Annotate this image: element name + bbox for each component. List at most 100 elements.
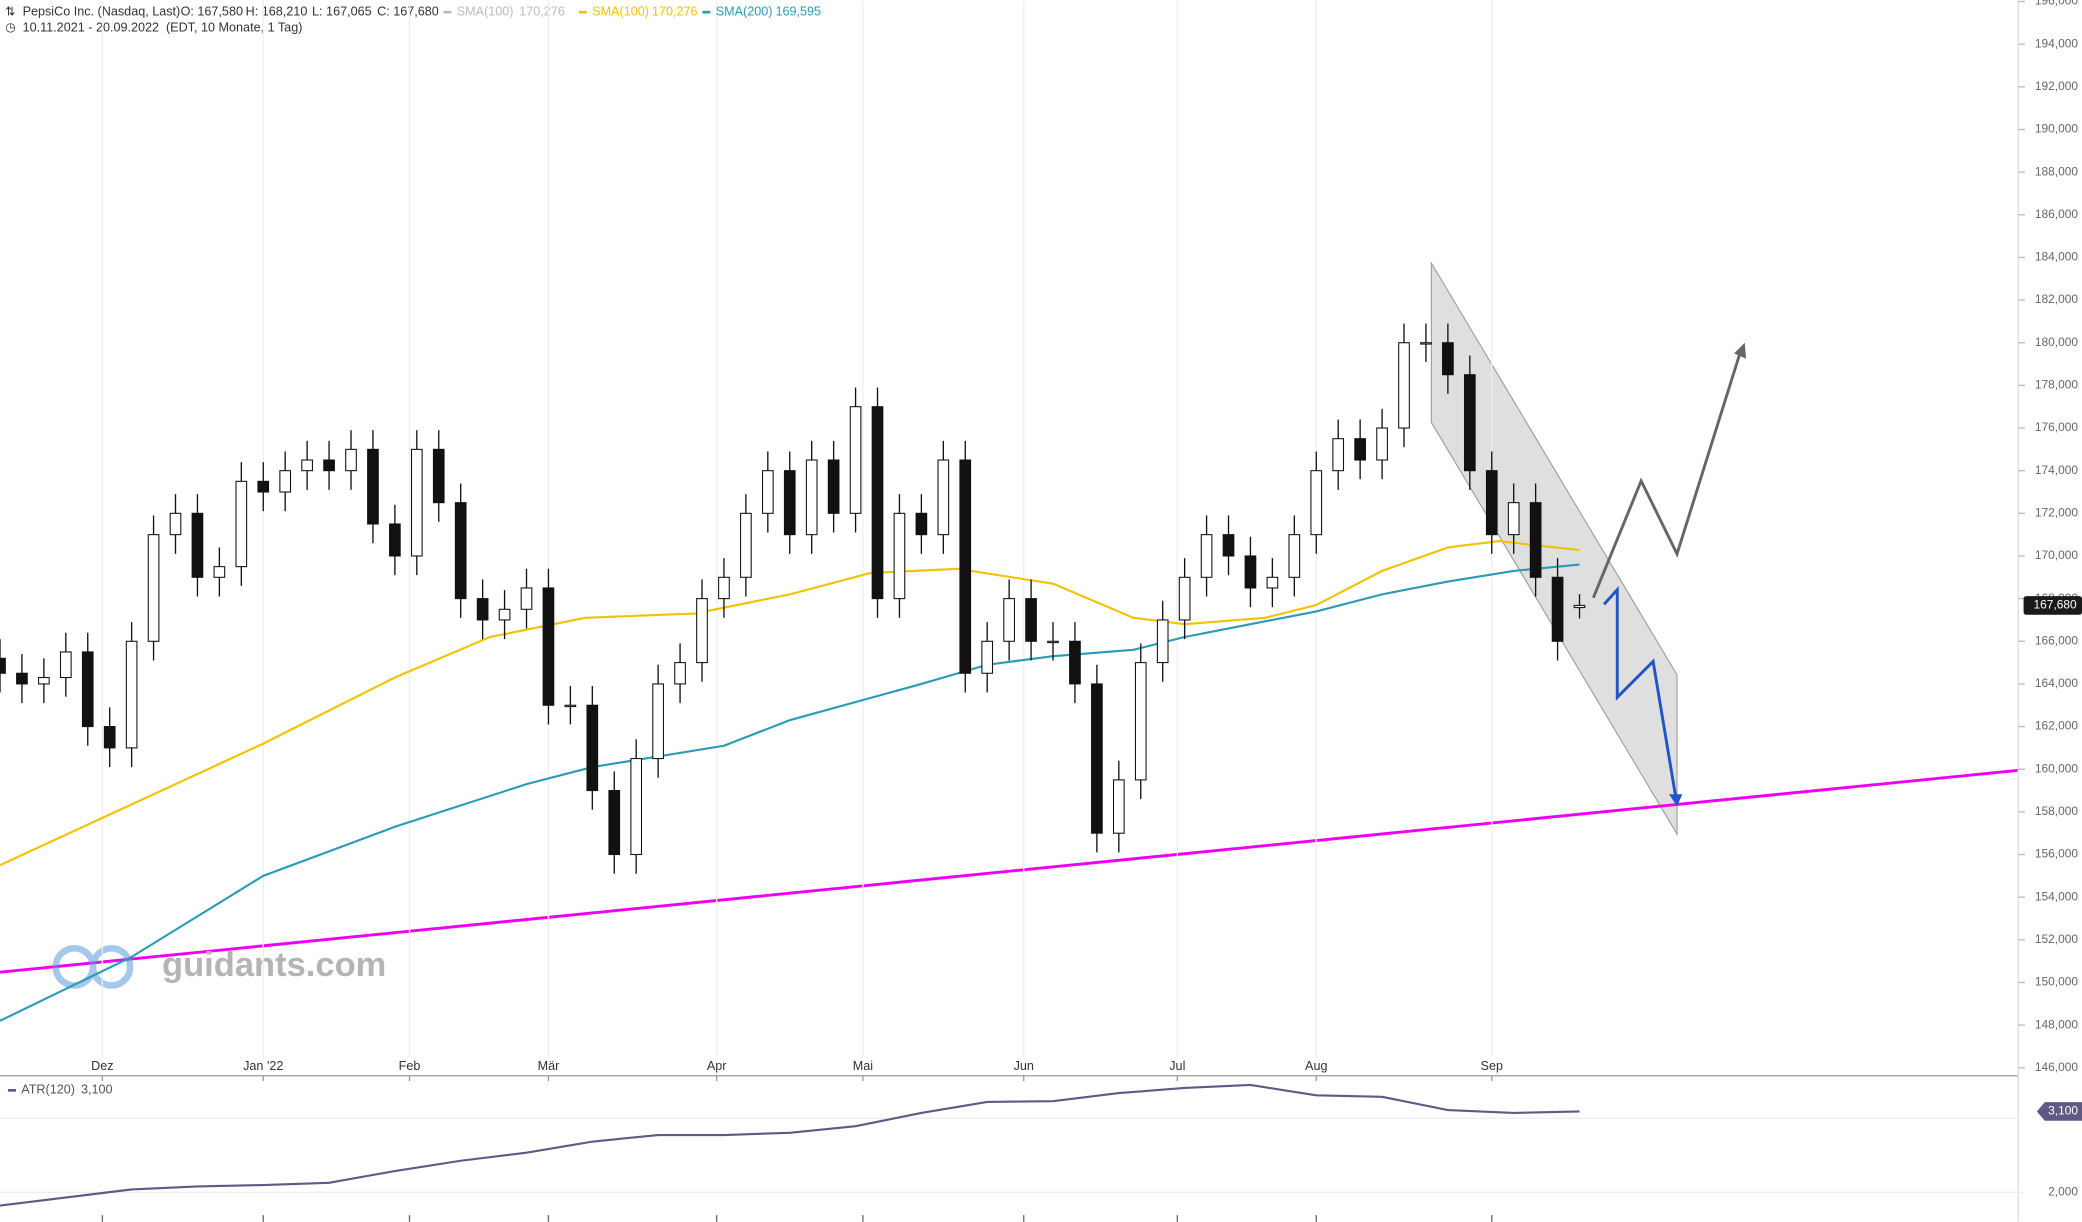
candle-body xyxy=(1288,534,1301,578)
candle-body xyxy=(432,448,445,504)
x-tick-label: Sep xyxy=(1481,1059,1503,1073)
legend-value: 170,276 xyxy=(652,4,698,18)
y-tick-label: 176,000 xyxy=(2035,420,2079,434)
candle-body xyxy=(893,512,906,600)
y-tick-label: 162,000 xyxy=(2035,719,2079,733)
candle-body xyxy=(367,448,379,525)
candle-body xyxy=(1156,619,1169,664)
header: ⇅ PepsiCo Inc. (Nasdaq, Last) O: 167,580… xyxy=(5,4,564,34)
candle-body xyxy=(1420,342,1432,345)
candle-body xyxy=(959,459,972,674)
candle-body xyxy=(498,608,511,621)
candle-body xyxy=(1442,342,1454,376)
candle-body xyxy=(761,470,774,514)
x-tick-label: Jan '22 xyxy=(243,1059,283,1073)
candle-body xyxy=(1112,779,1125,834)
y-tick-label: 164,000 xyxy=(2035,676,2079,690)
price-tag-label: 167,680 xyxy=(2034,598,2078,612)
trend-line xyxy=(0,768,2019,974)
arrow-up xyxy=(1592,350,1743,599)
candle-body xyxy=(981,640,994,674)
candle-body xyxy=(1463,374,1476,472)
candle-body xyxy=(147,534,160,642)
candle-body xyxy=(1266,576,1279,589)
y-tick-label: 190,000 xyxy=(2035,122,2079,136)
candle-body xyxy=(520,587,533,610)
price-tag-label: 3,100 xyxy=(2048,1104,2078,1118)
range-info: (EDT, 10 Monate, 1 Tag) xyxy=(166,20,302,34)
y-tick-label: 166,000 xyxy=(2035,633,2079,647)
candle-body xyxy=(696,598,708,664)
legend-value: 3,100 xyxy=(81,1083,113,1097)
candle-body xyxy=(674,662,686,685)
candle-body xyxy=(257,480,270,493)
candle-body xyxy=(1134,662,1147,781)
x-tick-label: Feb xyxy=(399,1059,421,1073)
x-tick-label: Mai xyxy=(853,1059,873,1073)
candle-body xyxy=(630,758,643,856)
candle-body xyxy=(1025,598,1037,642)
candle-body xyxy=(454,502,467,600)
candle-body xyxy=(0,657,6,674)
candle-body xyxy=(476,598,489,621)
candle-body xyxy=(1507,502,1520,536)
x-tick-label: Jun xyxy=(1014,1059,1034,1073)
candle-body xyxy=(235,480,248,568)
candle-body xyxy=(937,459,950,536)
x-tick-label: Apr xyxy=(707,1059,727,1073)
candle-body xyxy=(103,726,116,749)
channel xyxy=(1430,261,1678,836)
price-tag xyxy=(2023,596,2082,615)
arrow-head xyxy=(1734,342,1747,359)
candle-body xyxy=(59,651,72,679)
candle-body xyxy=(652,683,664,760)
candle-body xyxy=(81,651,94,728)
candle-body xyxy=(1200,534,1213,578)
candle-body xyxy=(345,448,357,472)
candle-body xyxy=(301,459,313,472)
series-line xyxy=(0,539,1580,867)
watermark: guidants.com xyxy=(162,946,386,984)
y-tick-label: 150,000 xyxy=(2035,975,2079,989)
x-tick-label: Dez xyxy=(91,1059,113,1073)
ohlc: H: 168,210 xyxy=(246,4,308,18)
icon: ⇅ xyxy=(5,4,15,18)
candle-body xyxy=(1551,576,1564,642)
candle-body xyxy=(389,523,401,557)
candle-body xyxy=(169,512,182,536)
y-tick-label: 158,000 xyxy=(2035,804,2079,818)
candle-body xyxy=(323,459,335,472)
price-tag xyxy=(2036,1102,2082,1121)
arrow-down xyxy=(1602,585,1678,798)
candle-body xyxy=(805,459,818,536)
candle-body xyxy=(1091,683,1103,834)
candle-body xyxy=(1529,502,1542,578)
y-tick-label: 178,000 xyxy=(2035,378,2079,392)
y-tick-label: 160,000 xyxy=(2035,761,2079,775)
ohlc: C: 167,680 xyxy=(377,4,439,18)
candle-body xyxy=(1003,598,1015,642)
candle-body xyxy=(1376,427,1388,461)
legend-value: 170,276 xyxy=(519,4,565,18)
candle-body xyxy=(125,640,138,749)
y-tick-label: 188,000 xyxy=(2035,164,2079,178)
candle-body xyxy=(564,704,577,708)
candle-body xyxy=(16,672,28,685)
legend-name: SMA(100) xyxy=(592,4,649,18)
candle-body xyxy=(410,448,423,557)
candle-body xyxy=(1332,438,1345,472)
candle-body xyxy=(871,406,884,600)
y-tick-label: 154,000 xyxy=(2035,889,2079,903)
candle-body xyxy=(191,512,204,578)
candle-body xyxy=(1310,470,1323,536)
y-tick-label: 180,000 xyxy=(2035,335,2079,349)
x-tick-label: Jul xyxy=(1169,1059,1185,1073)
candle-body xyxy=(1398,342,1410,429)
ohlc: O: 167,580 xyxy=(181,4,243,18)
icon: ◷ xyxy=(5,20,15,34)
y-tick-label: 152,000 xyxy=(2035,932,2079,946)
candle-body xyxy=(783,470,796,536)
x-tick-label: Mär xyxy=(538,1059,560,1073)
y-tick-label: 148,000 xyxy=(2035,1017,2079,1031)
